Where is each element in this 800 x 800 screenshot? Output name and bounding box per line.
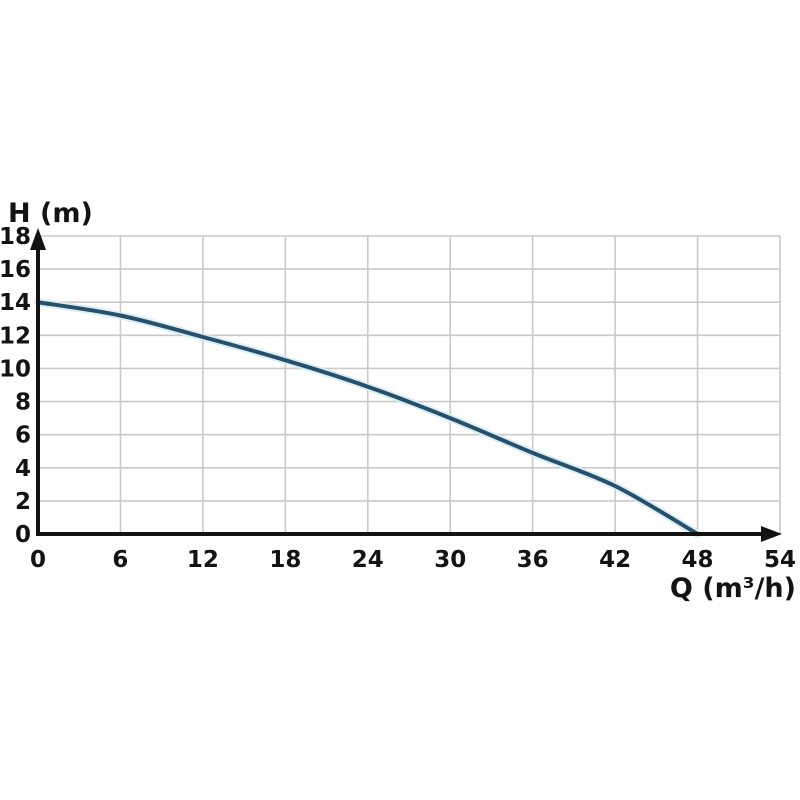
x-tick-label: 48 <box>682 547 714 573</box>
y-tick-label: 18 <box>0 224 31 250</box>
y-tick-label: 6 <box>15 423 31 449</box>
y-tick-label: 16 <box>0 257 31 283</box>
x-tick-label: 0 <box>30 547 46 573</box>
x-axis-arrow-icon <box>761 526 782 542</box>
x-tick-label: 36 <box>517 547 549 573</box>
y-tick-labels: 0 2 4 6 8 10 12 14 16 18 <box>0 224 31 548</box>
y-tick-label: 2 <box>15 489 31 515</box>
x-tick-label: 42 <box>599 547 631 573</box>
x-tick-label: 54 <box>764 547 796 573</box>
x-tick-label: 24 <box>352 547 384 573</box>
x-tick-label: 12 <box>187 547 219 573</box>
x-tick-labels: 0 6 12 18 24 30 36 42 48 54 <box>30 547 796 573</box>
pump-curve <box>36 300 700 536</box>
y-tick-label: 14 <box>0 290 31 316</box>
x-tick-label: 18 <box>269 547 301 573</box>
y-tick-label: 8 <box>15 390 31 416</box>
x-axis-title: Q (m³/h) <box>670 573 796 604</box>
y-tick-label: 4 <box>15 456 31 482</box>
y-tick-label: 0 <box>15 522 31 548</box>
y-tick-label: 10 <box>0 356 31 382</box>
x-tick-label: 6 <box>112 547 128 573</box>
y-axis-title: H (m) <box>8 198 93 229</box>
x-tick-label: 30 <box>434 547 466 573</box>
y-axis-arrow-icon <box>30 228 46 250</box>
y-tick-label: 12 <box>0 323 31 349</box>
axes <box>30 228 782 542</box>
grid-lines <box>38 235 781 534</box>
